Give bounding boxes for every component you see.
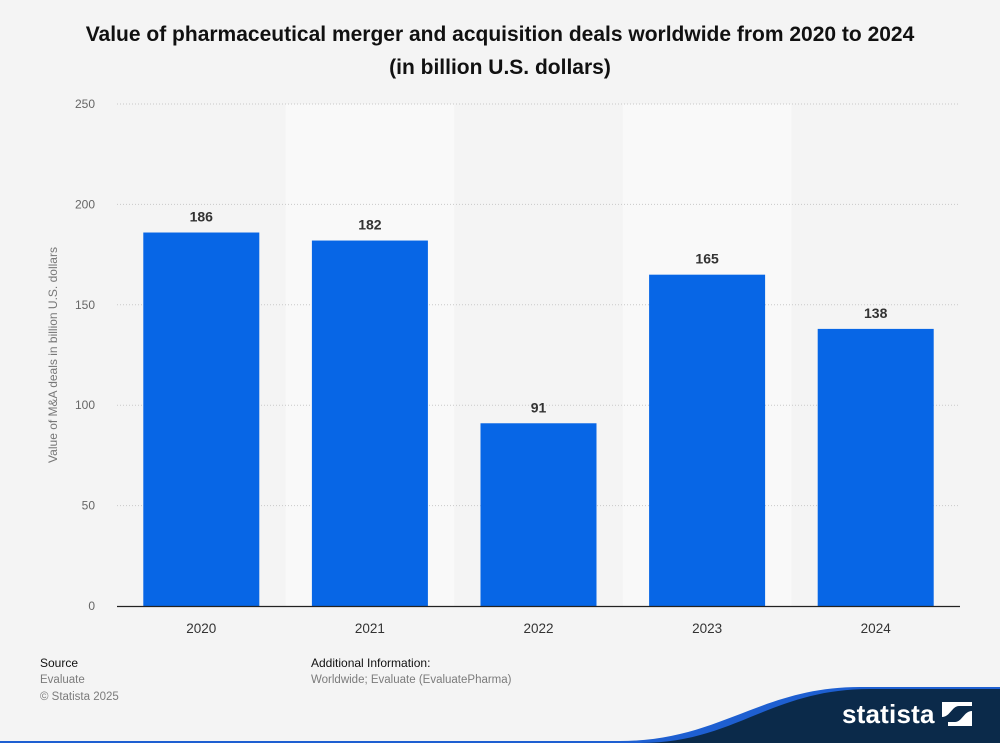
bar bbox=[143, 232, 260, 606]
y-axis-title: Value of M&A deals in billion U.S. dolla… bbox=[46, 247, 60, 463]
logo-text: statista bbox=[842, 698, 935, 729]
y-tick-label: 150 bbox=[75, 298, 95, 312]
copyright-text: © Statista 2025 bbox=[40, 691, 119, 703]
data-label: 138 bbox=[864, 305, 888, 321]
additional-info-heading: Additional Information: bbox=[311, 656, 431, 670]
x-tick-label: 2024 bbox=[861, 621, 892, 636]
data-label: 165 bbox=[695, 251, 719, 267]
y-tick-label: 100 bbox=[75, 398, 95, 412]
x-tick-label: 2023 bbox=[692, 621, 722, 636]
x-tick-label: 2021 bbox=[355, 621, 385, 636]
additional-info-section: Additional Information: Worldwide; Evalu… bbox=[311, 655, 512, 689]
y-tick-label: 200 bbox=[75, 197, 95, 211]
statista-logo-icon bbox=[941, 702, 972, 726]
x-tick-label: 2022 bbox=[523, 621, 553, 636]
y-tick-label: 0 bbox=[88, 599, 95, 613]
source-name[interactable]: Evaluate bbox=[40, 674, 85, 686]
additional-info-text: Worldwide; Evaluate (EvaluatePharma) bbox=[311, 674, 512, 686]
brand-band bbox=[0, 687, 1000, 743]
source-heading: Source bbox=[40, 656, 79, 670]
data-label: 182 bbox=[358, 217, 382, 233]
y-tick-label: 250 bbox=[75, 97, 95, 111]
data-label: 91 bbox=[531, 399, 547, 415]
bar bbox=[311, 240, 428, 606]
bar bbox=[649, 274, 766, 606]
bar-chart: 0 50 100 150 200 250 Value of M&A deals in bil… bbox=[46, 97, 960, 636]
source-section: Source Evaluate © Statista 2025 bbox=[40, 655, 119, 706]
data-label: 186 bbox=[190, 209, 214, 225]
y-tick-label: 50 bbox=[82, 499, 96, 513]
bar bbox=[480, 423, 597, 606]
x-tick-label: 2020 bbox=[186, 621, 216, 636]
chart-title: Value of pharmaceutical merger and acqui… bbox=[85, 23, 915, 79]
statista-logo[interactable]: statista bbox=[842, 697, 972, 731]
bar bbox=[817, 328, 934, 606]
